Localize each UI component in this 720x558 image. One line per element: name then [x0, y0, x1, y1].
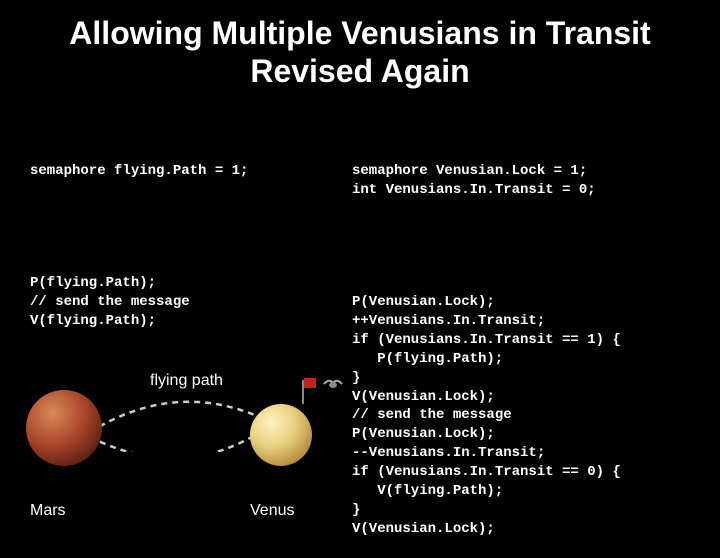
mars-label: Mars [30, 502, 66, 520]
flying-path-label: flying path [150, 372, 223, 390]
bird-icon [322, 376, 344, 392]
right-declaration: semaphore Venusian.Lock = 1; int Venusia… [352, 162, 621, 200]
venus-planet-icon [250, 404, 312, 466]
right-code-column: semaphore Venusian.Lock = 1; int Venusia… [352, 124, 621, 558]
left-code-column: semaphore flying.Path = 1; P(flying.Path… [30, 124, 248, 350]
left-declaration: semaphore flying.Path = 1; [30, 162, 248, 181]
mars-planet-icon [26, 390, 102, 466]
right-code-block: P(Venusian.Lock); ++Venusians.In.Transit… [352, 293, 621, 539]
slide-title: Allowing Multiple Venusians in Transit R… [0, 0, 720, 101]
flag-icon [302, 378, 316, 404]
left-code-block: P(flying.Path); // send the message V(fl… [30, 274, 248, 331]
venus-label: Venus [250, 502, 294, 520]
